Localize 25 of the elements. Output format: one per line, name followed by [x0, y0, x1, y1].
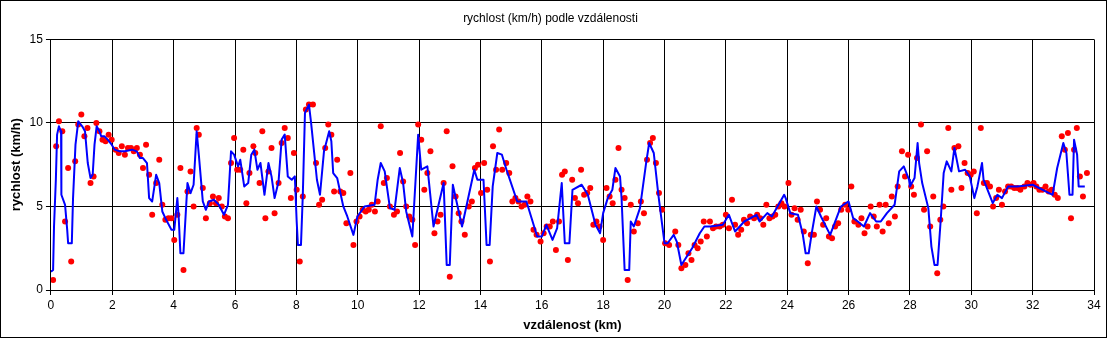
x-tick-label: 6	[231, 297, 239, 312]
y-tick-label: 10	[29, 115, 44, 130]
x-tick-label: 8	[293, 297, 301, 312]
x-tick-label: 30	[964, 297, 979, 312]
x-tick-label: 24	[780, 297, 795, 312]
x-tick-label: 20	[657, 297, 672, 312]
x-tick-label: 32	[1025, 297, 1040, 312]
x-tick-label: 14	[473, 297, 488, 312]
y-axis-title: rychlost (km/h)	[8, 118, 24, 212]
x-tick-label: 28	[903, 297, 917, 312]
x-tick-label: 16	[535, 297, 549, 312]
x-tick-label: 2	[108, 297, 116, 312]
x-axis-title: vzdálenost (km)	[523, 316, 622, 332]
x-tick-label: 26	[841, 297, 856, 312]
x-tick-label: 22	[719, 297, 733, 312]
x-tick-label: 34	[1087, 297, 1101, 312]
x-tick-label: 10	[351, 297, 365, 312]
y-tick-label: 5	[36, 198, 44, 213]
x-tick-label: 18	[596, 297, 611, 312]
y-tick-label: 15	[29, 31, 44, 46]
x-tick-label: 0	[47, 297, 55, 312]
x-tick-label: 4	[170, 297, 178, 312]
x-tick-label: 12	[412, 297, 427, 312]
chart-title: rychlost (km/h) podle vzdálenosti	[463, 10, 638, 25]
y-tick-label: 0	[36, 282, 44, 297]
